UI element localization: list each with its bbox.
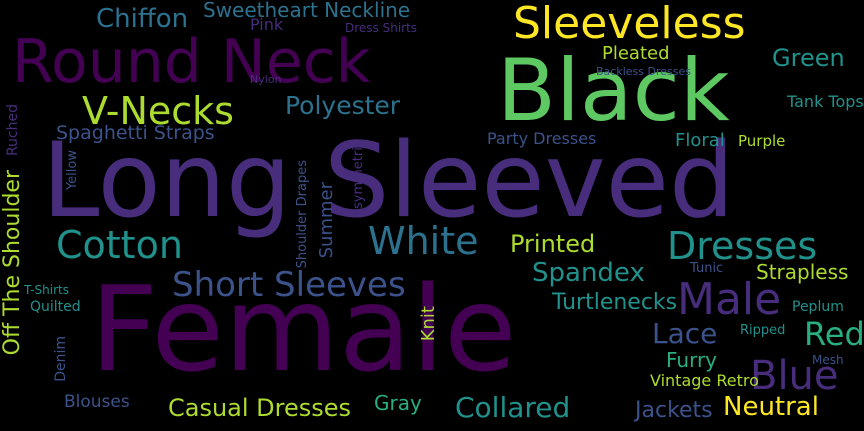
word-male: Male: [677, 274, 782, 325]
word-tank-tops: Tank Tops: [787, 92, 864, 111]
word-polyester: Polyester: [285, 91, 401, 120]
word-asymmetric: Asymmetric: [351, 140, 366, 218]
word-printed: Printed: [510, 230, 596, 258]
word-lace: Lace: [652, 317, 718, 350]
word-short-sleeves: Short Sleeves: [172, 265, 406, 305]
word-floral: Floral: [675, 130, 725, 151]
word-dresses: Dresses: [667, 224, 818, 268]
word-ruched: Ruched: [5, 104, 21, 157]
word-blouses: Blouses: [64, 392, 130, 412]
word-gray: Gray: [374, 391, 422, 415]
word-yellow: Yellow: [65, 150, 80, 191]
word-backless-dresses: Backless Dresses: [596, 65, 691, 78]
word-collared: Collared: [455, 391, 571, 424]
word-knit: Knit: [418, 306, 439, 342]
word-t-shirts: T-Shirts: [24, 283, 70, 297]
word-peplum: Peplum: [792, 299, 844, 315]
word-mesh: Mesh: [812, 353, 844, 367]
word-v-necks: V-Necks: [82, 89, 234, 133]
word-jackets: Jackets: [635, 398, 713, 423]
word-casual-dresses: Casual Dresses: [168, 394, 352, 422]
word-ripped: Ripped: [740, 323, 786, 338]
word-sleeveless: Sleeveless: [513, 0, 746, 49]
word-sweetheart-neckline: Sweetheart Neckline: [203, 0, 411, 22]
word-purple: Purple: [738, 132, 786, 150]
word-turtlenecks: Turtlenecks: [552, 290, 678, 315]
word-furry: Furry: [666, 348, 718, 372]
word-pleated: Pleated: [602, 43, 670, 64]
word-strapless: Strapless: [756, 260, 849, 284]
word-cotton: Cotton: [56, 223, 183, 267]
word-off-the-shoulder: Off The Shoulder: [0, 170, 25, 356]
word-round-neck: Round Neck: [12, 27, 371, 97]
word-spaghetti-straps: Spaghetti Straps: [56, 122, 215, 144]
word-spandex: Spandex: [532, 258, 645, 288]
word-nylon: Nylon: [250, 73, 282, 86]
word-neutral: Neutral: [723, 392, 819, 422]
word-chiffon: Chiffon: [96, 4, 189, 34]
word-black: Black: [497, 41, 730, 141]
word-shoulder-drapes: Shoulder Drapes: [295, 160, 310, 269]
word-party-dresses: Party Dresses: [487, 129, 597, 148]
word-quilted: Quilted: [30, 299, 81, 315]
word-white: White: [368, 219, 479, 263]
word-summer: Summer: [316, 182, 337, 259]
word-denim: Denim: [53, 336, 69, 382]
word-green: Green: [772, 44, 845, 72]
word-blue: Blue: [750, 353, 839, 399]
word-long-sleeved: Long Sleeved: [42, 121, 735, 241]
word-female: Female: [90, 260, 517, 398]
word-pink: Pink: [250, 15, 284, 34]
word-vintage-retro: Vintage Retro: [650, 371, 759, 390]
word-red: Red: [804, 315, 864, 353]
word-tunic: Tunic: [690, 261, 724, 276]
word-dress-shirts: Dress Shirts: [345, 21, 418, 35]
